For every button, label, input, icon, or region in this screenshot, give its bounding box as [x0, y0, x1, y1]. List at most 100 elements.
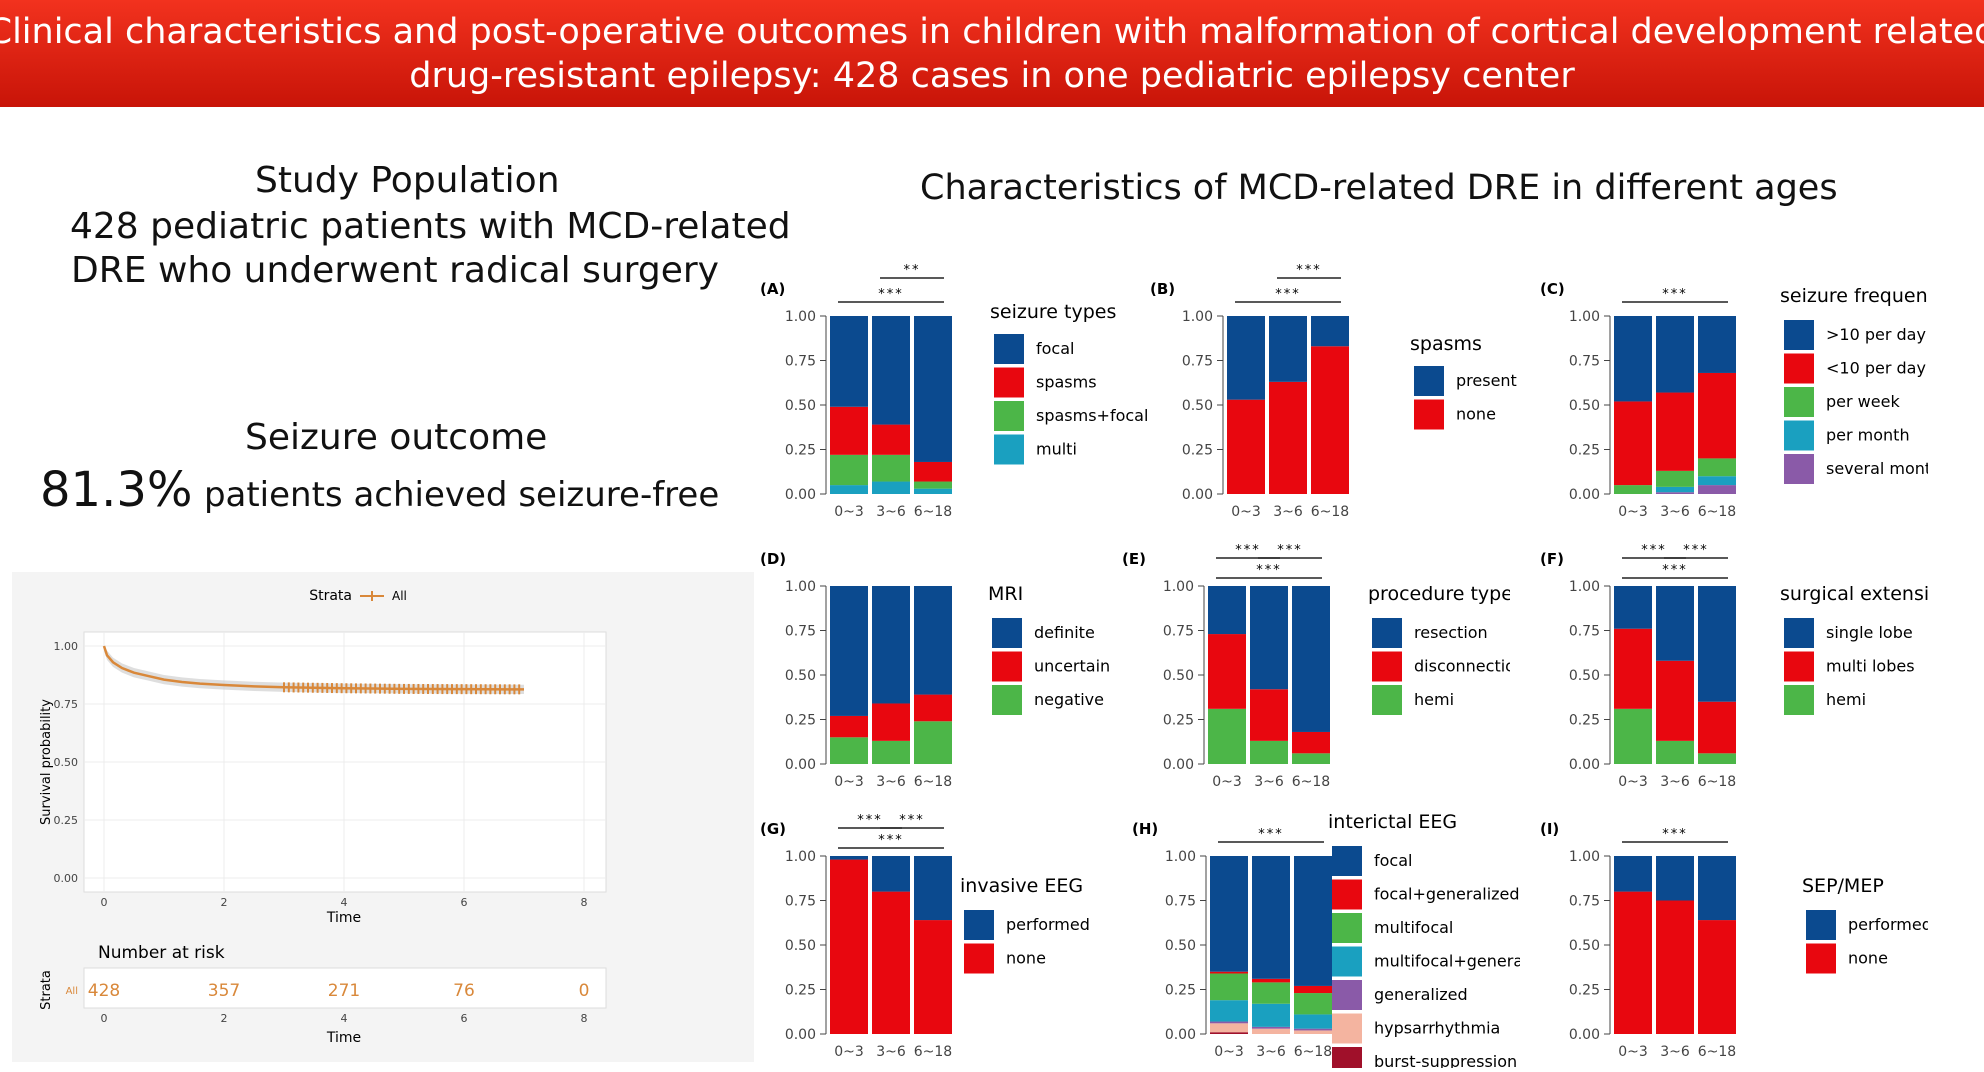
legend-label-burst-suppression: burst-suppression — [1374, 1052, 1517, 1068]
panel-e-procedure-type: (E) 0.00 0.25 0.50 0.75 1.00 0~3 3~6 6~18 *** *** *… — [1120, 528, 1525, 798]
significance-label: *** — [1641, 543, 1667, 558]
legend-label-single-lobe: single lobe — [1826, 623, 1913, 642]
bar-segment-several-months — [1698, 485, 1736, 494]
legend-swatch-hemi — [1372, 685, 1402, 715]
risk-xtick-label: 0 — [101, 1012, 108, 1025]
ytick-label: 1.00 — [1569, 579, 1600, 595]
panel-i-sep-mep: (I) 0.00 0.25 0.50 0.75 1.00 0~3 3~6 6~18 *** SEP/… — [1538, 798, 1932, 1068]
legend-label-hemi: hemi — [1826, 690, 1866, 709]
significance-label: ** — [904, 263, 921, 278]
km-survival-curve — [102, 645, 525, 691]
bar-segment-none — [830, 859, 868, 1034]
significance-label: *** — [1683, 543, 1709, 558]
panel-g-invasive-eeg: (G) 0.00 0.25 0.50 0.75 1.00 0~3 3~6 6~18 *** *** *… — [758, 798, 1148, 1068]
ytick-label: 0.75 — [785, 624, 816, 640]
bar-segment-hypsarrhythmia — [1252, 1028, 1290, 1034]
km-yaxis-title: Survival probability — [39, 699, 54, 825]
ytick-label: 0.25 — [785, 713, 816, 729]
bar-segment-resection — [1208, 586, 1246, 635]
panel-label: (H) — [1132, 820, 1158, 838]
ytick-label: 0.25 — [785, 443, 816, 459]
bar-segment-spasms — [914, 461, 952, 482]
ytick-label: 0.25 — [785, 983, 816, 999]
significance-label: *** — [1296, 263, 1322, 278]
panel-label: (F) — [1540, 550, 1564, 568]
bar-segment-generalized — [1210, 1021, 1248, 1024]
legend-title: interictal EEG — [1328, 811, 1457, 833]
legend-swatch-performed — [1806, 910, 1836, 940]
legend-swatch-generalized — [1332, 980, 1362, 1010]
bar-segment-multifocal-generalized — [1294, 1014, 1332, 1029]
kaplan-meier-chart: 0.00 0.25 0.50 0.75 1.00 0 2 4 6 8 Time Survival pr… — [39, 588, 607, 1046]
significance-label: *** — [1275, 287, 1301, 302]
legend-swatch-spasms — [994, 367, 1024, 398]
xtick-label: 0~3 — [1618, 774, 1648, 790]
bar-segment-negative — [830, 737, 868, 764]
legend-title: spasms — [1410, 333, 1482, 355]
ytick-label: 0.00 — [1569, 487, 1600, 503]
significance-label: *** — [857, 813, 883, 828]
risk-value: 0 — [579, 981, 590, 1001]
legend-swatch-spasms-focal — [994, 401, 1024, 431]
ytick-label: 1.00 — [785, 309, 816, 325]
risk-xtick-label: 6 — [461, 1012, 468, 1025]
xtick-label: 3~6 — [1660, 774, 1690, 790]
legend-label-present: present — [1456, 371, 1517, 390]
bar-segment-per-week — [1614, 485, 1652, 494]
bar-segment-none — [1656, 900, 1694, 1034]
significance-label: *** — [1235, 543, 1261, 558]
risk-value: 76 — [453, 981, 475, 1001]
legend-swatch-multi — [994, 434, 1024, 465]
bar-segment-multi-lobes — [1698, 701, 1736, 754]
significance-label: *** — [1662, 563, 1688, 578]
risk-value: 357 — [208, 981, 240, 1001]
bar-segment-none — [1698, 920, 1736, 1034]
bar-segment-performed — [1656, 856, 1694, 901]
km-xtick-label: 4 — [341, 896, 348, 909]
xtick-label: 3~6 — [876, 504, 906, 520]
bar-segment-focal — [1210, 856, 1248, 972]
legend-swatch-focal — [994, 334, 1024, 364]
bar-segment-multifocal — [1252, 982, 1290, 1004]
xtick-label: 6~18 — [914, 1044, 952, 1060]
ytick-label: 0.75 — [1182, 354, 1213, 370]
characteristics-title: Characteristics of MCD-related DRE in di… — [920, 168, 1838, 208]
xtick-label: 0~3 — [834, 1044, 864, 1060]
bar-segment-multifocal-generalized — [1252, 1003, 1290, 1027]
bar-segment-hemi — [1656, 740, 1694, 764]
ytick-label: 0.50 — [785, 668, 816, 684]
panel-d-chart: (D) 0.00 0.25 0.50 0.75 1.00 0~3 3~6 6~18 MRI defi… — [760, 550, 1110, 790]
legend-swatch-none — [964, 943, 994, 974]
ytick-label: 0.75 — [1569, 894, 1600, 910]
bar-segment-focal — [914, 316, 952, 462]
bar-segment-several-months — [1656, 492, 1694, 494]
bar-segment-hemi — [1698, 753, 1736, 764]
bar-segment-spasms — [830, 406, 868, 455]
bar-segment-multifocal — [1294, 993, 1332, 1015]
significance-label: *** — [1277, 543, 1303, 558]
legend-label-per-month: per month — [1826, 426, 1910, 445]
legend-label-none: none — [1848, 949, 1888, 968]
km-xtick-label: 0 — [101, 896, 108, 909]
xtick-label: 0~3 — [1231, 504, 1261, 520]
ytick-label: 0.00 — [1163, 757, 1194, 773]
ytick-label: 1.00 — [1182, 309, 1213, 325]
xtick-label: 0~3 — [834, 774, 864, 790]
bar-segment-performed — [914, 856, 952, 921]
significance-label: *** — [878, 833, 904, 848]
ytick-label: 0.75 — [785, 354, 816, 370]
bar-segment-multi — [830, 485, 868, 494]
ytick-label: 0.50 — [1569, 668, 1600, 684]
panel-f-chart: (F) 0.00 0.25 0.50 0.75 1.00 0~3 3~6 6~18 *** *** *… — [1540, 543, 1953, 790]
bar-segment-present — [1269, 316, 1307, 382]
legend-swatch-several-months — [1784, 454, 1814, 484]
legend-label-disconnection: disconnection — [1414, 657, 1510, 676]
legend-swatch-per-month — [1784, 420, 1814, 451]
significance-label: *** — [1662, 287, 1688, 302]
panel-c-seizure-frequency: (C) 0.00 0.25 0.50 0.75 1.00 0~3 3~6 6~18 *** seiz… — [1538, 258, 1950, 528]
km-legend-title: Strata — [309, 588, 352, 604]
bar-segment-hypsarrhythmia — [1210, 1023, 1248, 1033]
km-xtick-label: 8 — [581, 896, 588, 909]
bar-segment-definite — [872, 586, 910, 704]
kaplan-meier-panel: 0.00 0.25 0.50 0.75 1.00 0 2 4 6 8 Time Survival pr… — [12, 572, 754, 1062]
